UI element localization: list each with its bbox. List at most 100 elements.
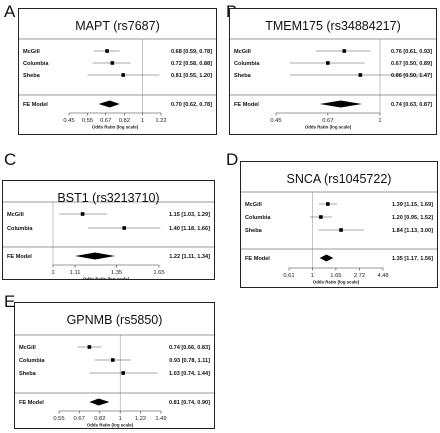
x-tick-label: 0.82 [94,416,105,422]
x-tick-label: 2.72 [354,273,365,279]
x-tick-label: 0.45 [63,118,74,124]
x-tick-label: 0.55 [53,416,64,422]
point-estimate [339,228,343,232]
summary-diamond [89,398,110,406]
x-axis-label: Odds Ratio (log scale) [313,280,360,285]
x-tick-label: 0.61 [283,273,294,279]
summary-diamond [98,100,120,108]
estimate-label: 0.76 [0.61, 0.93] [391,49,432,55]
forest-plot-box: BST1 (rs3213710) McGill 1.15 [1.03, 1.29]… [2,180,215,282]
estimate-label: 1.84 [1.13, 3.00] [392,228,433,234]
summary-name: FE Model [245,256,270,262]
x-tick-label: 1.65 [330,273,341,279]
study-name: McGill [19,345,36,351]
x-tick-label: 0.55 [82,118,93,124]
x-axis-label: Odds Ratio (log scale) [92,125,139,130]
panel-a: A MAPT (rs7687) McGill 0.68 [0.59, 0.78] C… [0,0,217,135]
study-name: Sheba [19,371,37,377]
x-tick-label: 0.67 [100,118,111,124]
gene-title: SNCA (rs1045722) [286,172,392,186]
estimate-label: 1.20 [0.95, 1.52] [392,215,433,221]
summary-diamond [75,252,115,260]
point-estimate [122,226,127,230]
x-tick-label: 4.48 [377,273,388,279]
x-tick-label: 0.82 [119,118,130,124]
forest-plot: McGill 1.39 [1.15, 1.69] Columbia 1.20 [0.9… [241,191,437,285]
point-estimate [87,345,92,349]
study-name: Sheba [245,228,263,234]
summary-name: FE Model [23,102,48,108]
x-tick-label: 0.45 [270,118,281,124]
estimate-label: 1.40 [1.18, 1.66] [169,226,210,232]
estimate-label: 1.03 [0.74, 1.44] [169,371,210,377]
x-tick-label: 1 [378,118,381,124]
summary-label: 0.74 [0.63, 0.87] [391,102,432,108]
estimate-label: 0.86 [0.50, 1.47] [391,73,432,79]
estimate-label: 0.72 [0.58, 0.88] [171,61,212,67]
gene-title: TMEM175 (rs34884217) [265,19,401,33]
study-name: Columbia [234,61,260,67]
x-tick-label: 0.67 [74,416,85,422]
point-estimate [80,212,85,216]
x-axis-label: Odds Ratio (log scale) [83,277,130,280]
study-name: McGill [23,49,40,55]
point-estimate [121,73,126,77]
point-estimate [319,215,323,219]
forest-plot-box: TMEM175 (rs34884217) McGill 0.76 [0.61, 0… [229,8,437,135]
study-name: McGill [7,212,24,218]
x-tick-label: 1 [311,273,314,279]
point-estimate [105,49,109,53]
point-estimate [110,358,115,362]
estimate-label: 0.74 [0.66, 0.83] [169,345,210,351]
point-estimate [121,371,126,375]
panel-letter: D [226,150,239,169]
x-tick-label: 1.22 [135,416,146,422]
study-name: Sheba [234,73,252,79]
study-name: McGill [245,202,262,208]
gene-title: GPNMB (rs5850) [66,313,163,327]
panel-letter: A [4,2,16,21]
point-estimate [326,202,330,206]
x-axis-label: Odds Ratio (log scale) [87,423,134,428]
summary-label: 1.22 [1.11, 1.34] [169,254,210,260]
estimate-label: 0.81 [0.55, 1.20] [171,73,212,79]
point-estimate [358,73,363,77]
x-tick-label: 1.11 [70,270,81,276]
point-estimate [110,61,115,65]
study-name: McGill [234,49,251,55]
estimate-label: 0.68 [0.59, 0.78] [171,49,212,55]
gene-title: MAPT (rs7687) [75,19,160,33]
point-estimate [342,49,347,53]
study-name: Columbia [23,61,49,67]
study-name: Columbia [245,215,271,221]
estimate-label: 1.15 [1.03, 1.29] [169,212,210,218]
panel-d: D SNCA (rs1045722) McGill 1.39 [1.15, 1.6… [222,148,440,288]
estimate-label: 1.39 [1.15, 1.69] [392,202,433,208]
panel-letter: E [4,292,16,311]
forest-plot-box: SNCA (rs1045722) McGill 1.39 [1.15, 1.69]… [240,161,438,288]
x-tick-label: 1 [119,416,122,422]
forest-plot: McGill 0.76 [0.61, 0.93] Columbia 0.67 [0.5… [230,38,436,130]
estimate-label: 0.93 [0.78, 1.11] [169,358,210,364]
x-axis-label: Odds Ratio (log scale) [305,125,352,130]
summary-label: 1.35 [1.17, 1.56] [392,256,433,262]
panel-e: E GPNMB (rs5850) McGill 0.74 [0.66, 0.83]… [0,290,215,429]
point-estimate [326,61,330,65]
forest-plot: McGill 0.68 [0.59, 0.78] Columbia 0.72 [0.5… [19,38,216,130]
study-name: Sheba [23,73,41,79]
summary-name: FE Model [7,254,32,260]
x-tick-label: 1.35 [111,270,122,276]
forest-plot: McGill 0.74 [0.66, 0.83] Columbia 0.93 [0.7… [15,334,214,428]
summary-name: FE Model [19,400,44,406]
x-tick-label: 1 [141,118,144,124]
panel-c: C BST1 (rs3213710) McGill 1.15 [1.03, 1.2… [0,148,215,282]
x-tick-label: 1.22 [155,118,166,124]
summary-label: 0.81 [0.74, 0.90] [169,400,210,406]
study-name: Columbia [19,358,45,364]
panel-letter: C [4,150,17,169]
summary-name: FE Model [234,102,259,108]
summary-diamond [319,100,362,108]
gene-title: BST1 (rs3213710) [57,191,160,205]
x-tick-label: 1.49 [155,416,166,422]
